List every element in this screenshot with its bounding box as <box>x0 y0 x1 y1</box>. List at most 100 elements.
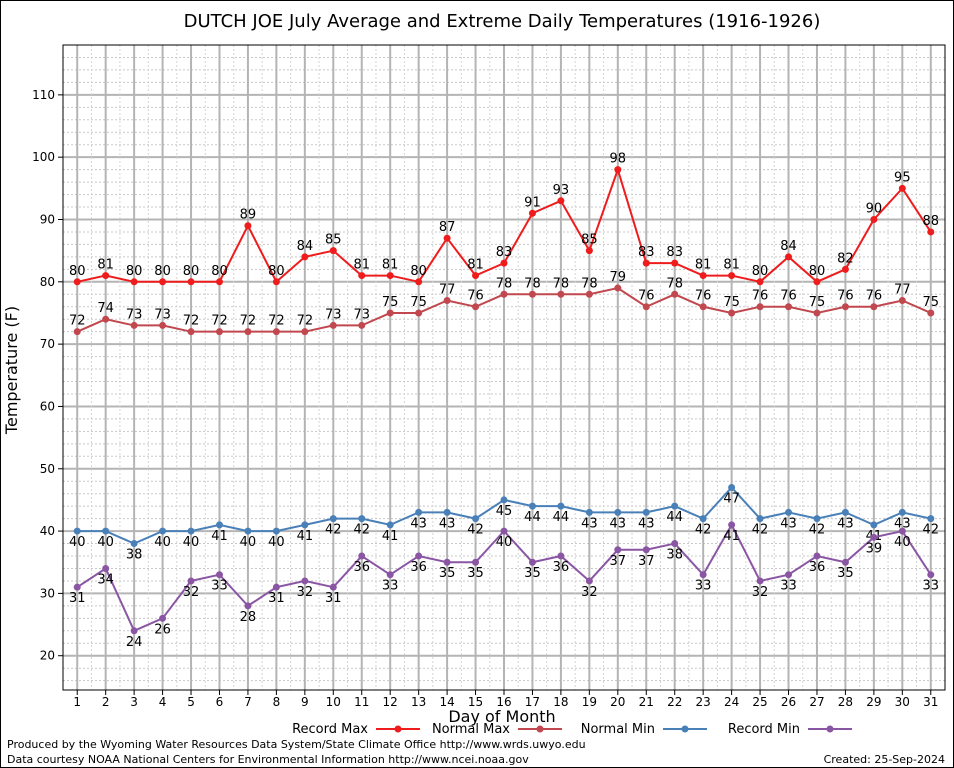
data-label: 24 <box>126 635 143 650</box>
data-label: 40 <box>240 535 257 550</box>
data-label: 72 <box>240 314 257 329</box>
y-tick-label: 90 <box>40 212 55 226</box>
data-label: 81 <box>695 258 712 273</box>
data-point <box>585 247 593 255</box>
data-point <box>73 278 81 286</box>
data-point <box>699 515 707 523</box>
legend-label: Record Min <box>728 722 800 737</box>
x-tick-label: 5 <box>187 695 195 709</box>
data-label: 81 <box>723 258 740 273</box>
data-point <box>557 552 565 560</box>
data-point <box>386 309 394 317</box>
data-point <box>528 290 536 298</box>
data-point <box>159 527 167 535</box>
data-label: 43 <box>410 516 427 531</box>
x-tick-label: 25 <box>752 695 767 709</box>
data-label: 33 <box>780 579 797 594</box>
data-point <box>870 215 878 223</box>
data-point <box>671 540 679 548</box>
data-point <box>671 502 679 510</box>
x-tick-label: 13 <box>411 695 426 709</box>
data-point <box>728 483 736 491</box>
data-point <box>73 328 81 336</box>
y-tick-label: 100 <box>32 150 55 164</box>
data-label: 77 <box>894 283 911 298</box>
x-tick-label: 4 <box>159 695 167 709</box>
data-point <box>671 259 679 267</box>
data-label: 75 <box>809 295 826 310</box>
data-label: 44 <box>666 510 683 525</box>
legend-item-normal-max: Normal Max <box>432 722 562 737</box>
legend-marker <box>826 725 834 733</box>
x-tick-label: 10 <box>326 695 341 709</box>
data-label: 40 <box>69 535 86 550</box>
data-label: 45 <box>496 504 513 519</box>
data-label: 40 <box>496 535 513 550</box>
data-label: 78 <box>581 276 598 291</box>
data-point <box>102 315 110 323</box>
data-label: 72 <box>69 314 86 329</box>
data-label: 81 <box>382 258 399 273</box>
data-point <box>415 278 423 286</box>
data-label: 33 <box>923 579 940 594</box>
data-label: 78 <box>553 276 570 291</box>
data-label: 41 <box>382 529 399 544</box>
data-label: 42 <box>467 523 484 538</box>
y-tick-label: 80 <box>40 275 55 289</box>
legend: Record Max Normal Max Normal Min Record Min <box>292 722 852 737</box>
data-label: 36 <box>410 560 427 575</box>
data-label: 83 <box>666 245 683 260</box>
data-point <box>415 552 423 560</box>
data-label: 76 <box>837 289 854 304</box>
data-label: 40 <box>183 535 200 550</box>
data-point <box>785 253 793 261</box>
data-label: 40 <box>154 535 171 550</box>
x-tick-label: 26 <box>781 695 796 709</box>
x-tick-label: 22 <box>667 695 682 709</box>
data-point <box>329 321 337 329</box>
data-point <box>870 303 878 311</box>
data-label: 85 <box>325 233 342 248</box>
data-label: 73 <box>353 307 370 322</box>
x-tick-label: 1 <box>73 695 81 709</box>
data-label: 74 <box>97 301 114 316</box>
data-point <box>386 272 394 280</box>
series-normal-max: 72 74 73 73 72 72 72 72 72 73 73 75 75 77 76 78 78 78 78 79… <box>69 270 939 336</box>
data-point <box>813 278 821 286</box>
data-label: 75 <box>410 295 427 310</box>
series-normal-min: 40 40 38 40 40 41 40 40 41 42 42 41 43 43 42 45 44 44 43 43… <box>69 483 939 563</box>
data-label: 43 <box>610 516 627 531</box>
data-point <box>187 328 195 336</box>
data-label: 32 <box>297 585 314 600</box>
data-point <box>159 321 167 329</box>
data-point <box>358 321 366 329</box>
data-label: 76 <box>638 289 655 304</box>
data-label: 43 <box>894 516 911 531</box>
data-point <box>813 309 821 317</box>
x-tick-label: 8 <box>273 695 281 709</box>
data-point <box>699 303 707 311</box>
footer-data-courtesy: Data courtesy NOAA National Centers for … <box>7 753 529 766</box>
data-label: 39 <box>866 541 883 556</box>
data-point <box>443 508 451 516</box>
data-label: 36 <box>809 560 826 575</box>
series-layer: 80 81 80 80 80 80 89 80 84 85 81 81 80 87 81 83 91 93 85 98… <box>69 152 939 650</box>
data-point <box>898 184 906 192</box>
data-label: 81 <box>353 258 370 273</box>
data-point <box>215 328 223 336</box>
data-label: 43 <box>439 516 456 531</box>
data-label: 31 <box>268 591 285 606</box>
data-point <box>443 297 451 305</box>
data-label: 33 <box>211 579 228 594</box>
x-tick-label: 29 <box>866 695 881 709</box>
data-point <box>841 558 849 566</box>
footer-created-date: Created: 25-Sep-2024 <box>823 753 945 766</box>
x-tick-label: 12 <box>383 695 398 709</box>
data-point <box>272 278 280 286</box>
data-point <box>102 527 110 535</box>
legend-item-record-max: Record Max <box>292 722 420 737</box>
data-point <box>215 521 223 529</box>
data-point <box>557 290 565 298</box>
data-label: 77 <box>439 283 456 298</box>
legend-label: Normal Max <box>432 722 510 737</box>
